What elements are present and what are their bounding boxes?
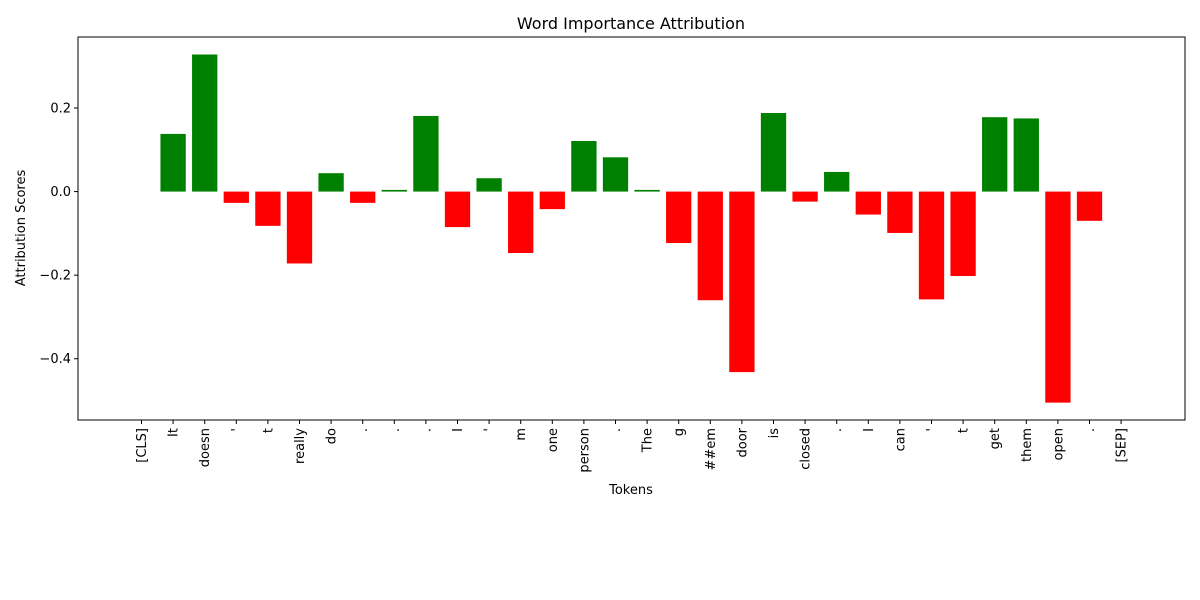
x-tick-label: g xyxy=(672,428,687,436)
x-tick-label: t xyxy=(261,428,276,433)
x-tick-label: . xyxy=(609,428,624,432)
x-tick-label: The xyxy=(641,428,656,453)
chart-title: Word Importance Attribution xyxy=(517,14,745,33)
bar xyxy=(887,191,913,233)
bar xyxy=(729,191,755,373)
x-tick-label: . xyxy=(419,428,434,432)
bars-group xyxy=(160,54,1103,403)
x-tick-label: I xyxy=(451,428,466,432)
x-axis: [CLS] It doesn ' t really do... I ' m one person. Th… xyxy=(135,420,1130,473)
x-tick-label: doesn xyxy=(198,428,213,467)
x-tick-label: person xyxy=(577,428,592,473)
x-tick-label: them xyxy=(1020,428,1035,462)
x-tick-label: . xyxy=(356,428,371,432)
x-tick-label: I xyxy=(862,428,877,432)
bar xyxy=(855,191,881,215)
x-tick-label: door xyxy=(735,427,750,457)
bar xyxy=(634,189,660,192)
bar xyxy=(918,191,945,300)
bar xyxy=(160,133,186,192)
bar xyxy=(950,191,976,276)
x-tick-label: It xyxy=(167,428,182,437)
y-axis: −0.4 −0.2 0.0 0.2 xyxy=(39,102,78,367)
x-tick-label: really xyxy=(293,428,308,464)
x-tick-label: closed xyxy=(799,428,814,470)
x-tick-label: ' xyxy=(925,428,940,432)
x-tick-label: m xyxy=(514,428,529,441)
x-tick-label: . xyxy=(388,428,403,432)
bar xyxy=(760,113,787,192)
bar xyxy=(571,141,597,192)
y-tick-label: 0.0 xyxy=(50,185,71,200)
x-axis-label: Tokens xyxy=(608,483,653,498)
x-tick-label: . xyxy=(830,428,845,432)
bar xyxy=(318,173,344,192)
x-tick-label: open xyxy=(1051,428,1066,460)
x-tick-label: ' xyxy=(483,428,498,432)
bar xyxy=(1013,118,1039,192)
bar xyxy=(602,157,629,192)
bar xyxy=(824,171,850,192)
x-tick-label: ' xyxy=(230,428,245,432)
x-tick-label: one xyxy=(546,428,561,452)
bar xyxy=(350,191,376,203)
x-tick-label: ##em xyxy=(704,428,719,470)
bar xyxy=(223,191,249,203)
y-axis-label: Attribution Scores xyxy=(14,170,29,287)
bar xyxy=(192,54,218,192)
x-tick-label: get xyxy=(988,428,1003,449)
x-tick-label: t xyxy=(957,428,972,433)
bar xyxy=(413,115,439,192)
bar xyxy=(476,178,502,192)
x-tick-label: [CLS] xyxy=(135,428,150,463)
y-tick-label: −0.2 xyxy=(39,269,71,284)
bar xyxy=(444,191,471,228)
bar xyxy=(286,191,313,264)
x-tick-label: can xyxy=(893,428,908,451)
bar xyxy=(1076,191,1103,221)
y-tick-label: −0.4 xyxy=(39,352,71,367)
bar xyxy=(255,191,281,226)
x-tick-label: is xyxy=(767,428,782,439)
bar xyxy=(982,117,1008,192)
bar xyxy=(508,191,534,254)
bar xyxy=(666,191,692,243)
bar xyxy=(1045,191,1071,403)
bar xyxy=(697,191,723,301)
bar xyxy=(539,191,565,210)
plot-frame xyxy=(77,36,1186,421)
bar xyxy=(381,189,407,192)
bar xyxy=(792,191,818,202)
x-tick-label: [SEP] xyxy=(1115,428,1130,462)
x-tick-label: do xyxy=(325,428,340,444)
x-tick-label: . xyxy=(1083,428,1098,432)
y-tick-label: 0.2 xyxy=(50,102,71,117)
